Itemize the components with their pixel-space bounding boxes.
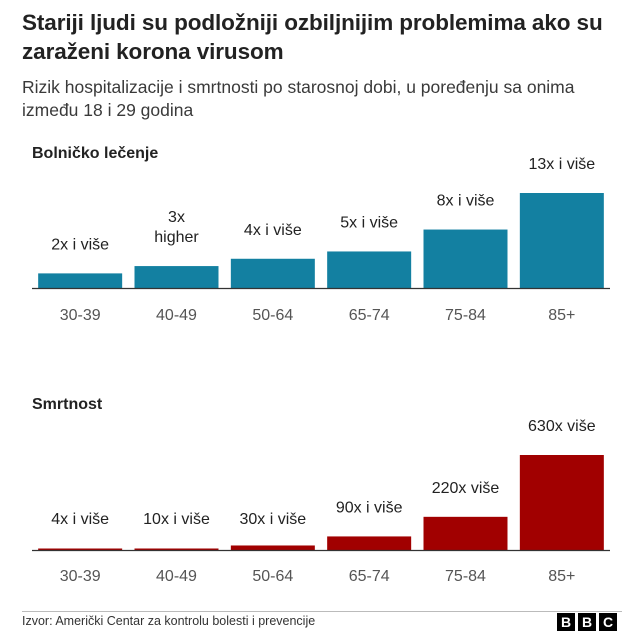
hosp-x-tick-label: 65-74 (349, 307, 390, 324)
death-data-label: 220x više (432, 480, 500, 497)
hosp-x-tick-label: 30-39 (60, 307, 101, 324)
death-data-label: 30x i više (239, 511, 306, 528)
death-x-tick-label: 40-49 (156, 568, 197, 585)
death-x-tick-label: 75-84 (445, 568, 486, 585)
hospitalization-chart: 2x i više 30-39 3x higher 40-49 4x i više 50-6… (32, 156, 610, 324)
death-bar-75-84 (423, 516, 508, 550)
death-x-tick-label: 30-39 (60, 568, 101, 585)
hosp-data-label: 4x i više (244, 222, 302, 239)
chart-subtitle: Rizik hospitalizacije i smrtnosti po sta… (22, 77, 575, 120)
hosp-bar-75-84 (423, 229, 508, 288)
hosp-bar-65-74 (327, 251, 412, 288)
death-data-label: 4x i više (51, 511, 109, 528)
death-x-tick-label: 85+ (548, 568, 575, 585)
death-data-label: 630x više (528, 418, 596, 435)
death-data-label: 90x i više (336, 499, 403, 516)
hosp-data-label: 13x i više (528, 156, 595, 173)
hosp-data-label: higher (154, 229, 199, 246)
hospitalization-panel-title: Bolničko lečenje (32, 145, 158, 162)
death-x-tick-label: 65-74 (349, 568, 390, 585)
bbc-logo-letter: B (578, 613, 596, 631)
hosp-x-tick-label: 75-84 (445, 307, 486, 324)
hosp-bar-85+ (519, 193, 604, 288)
charts-svg: Bolničko lečenje 2x i više 30-39 3x higher 4… (32, 145, 610, 585)
source-note: Izvor: Američki Centar za kontrolu boles… (22, 614, 316, 628)
death-bar-65-74 (327, 536, 412, 550)
death-bar-50-64 (230, 545, 315, 550)
chart-title: Stariji ljudi su podložniji ozbiljnijim … (22, 10, 603, 64)
mortality-chart: 4x i više 30-39 10x i više 40-49 30x i više 5… (32, 418, 610, 585)
hosp-bar-30-39 (38, 273, 123, 288)
hosp-data-label: 8x i više (437, 193, 495, 210)
bbc-logo: B B C (557, 613, 617, 631)
hosp-bar-40-49 (134, 266, 219, 288)
death-bar-30-39 (38, 548, 123, 550)
hosp-x-tick-label: 40-49 (156, 307, 197, 324)
death-data-label: 10x i više (143, 511, 210, 528)
hosp-x-tick-label: 85+ (548, 307, 575, 324)
hosp-data-label: 5x i više (340, 214, 398, 231)
hosp-bar-50-64 (230, 258, 315, 288)
death-bar-40-49 (134, 548, 219, 550)
death-x-tick-label: 50-64 (252, 568, 293, 585)
bbc-logo-letter: C (599, 613, 617, 631)
bbc-logo-letter: B (557, 613, 575, 631)
mortality-panel-title: Smrtnost (32, 396, 103, 413)
footer-divider (22, 611, 622, 612)
hosp-data-label: 3x (168, 209, 185, 226)
hosp-x-tick-label: 50-64 (252, 307, 293, 324)
death-bar-85+ (519, 455, 604, 550)
hosp-data-label: 2x i više (51, 236, 109, 253)
